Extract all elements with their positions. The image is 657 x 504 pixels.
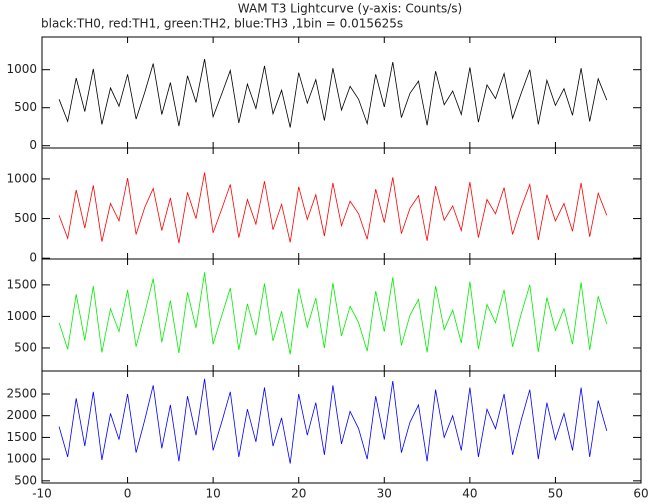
- y-tick-label: 500: [14, 473, 37, 487]
- x-tick-label: 30: [377, 487, 392, 501]
- chart-title: WAM T3 Lightcurve (y-axis: Counts/s): [238, 2, 462, 16]
- y-tick-label: 500: [14, 100, 37, 114]
- chart-subtitle: black:TH0, red:TH1, green:TH2, blue:TH3 …: [41, 17, 403, 31]
- lightcurve: [58, 58, 608, 128]
- y-tick-label: 1000: [6, 62, 37, 76]
- x-tick-label: -10: [32, 487, 52, 501]
- lightcurve: [58, 272, 608, 355]
- y-tick-label: 1000: [6, 452, 37, 466]
- x-tick-label: 0: [124, 487, 132, 501]
- x-tick-label: 50: [548, 487, 563, 501]
- x-tick-label: 20: [291, 487, 306, 501]
- panel-frame: [41, 370, 642, 484]
- x-tick-label: 60: [633, 487, 648, 501]
- y-tick-label: 1500: [6, 277, 37, 291]
- y-tick-label: 500: [14, 211, 37, 225]
- y-tick-label: 2000: [6, 408, 37, 422]
- y-tick-label: 2500: [6, 387, 37, 401]
- y-tick-label: 1000: [6, 309, 37, 323]
- x-tick-label: 40: [462, 487, 477, 501]
- y-tick-label: 0: [29, 251, 37, 265]
- y-tick-label: 0: [29, 138, 37, 152]
- y-tick-label: 1500: [6, 430, 37, 444]
- y-tick-label: 1000: [6, 171, 37, 185]
- x-tick-label: 10: [206, 487, 221, 501]
- lightcurve: [58, 378, 608, 464]
- y-tick-label: 500: [14, 340, 37, 354]
- lightcurve: [58, 172, 608, 244]
